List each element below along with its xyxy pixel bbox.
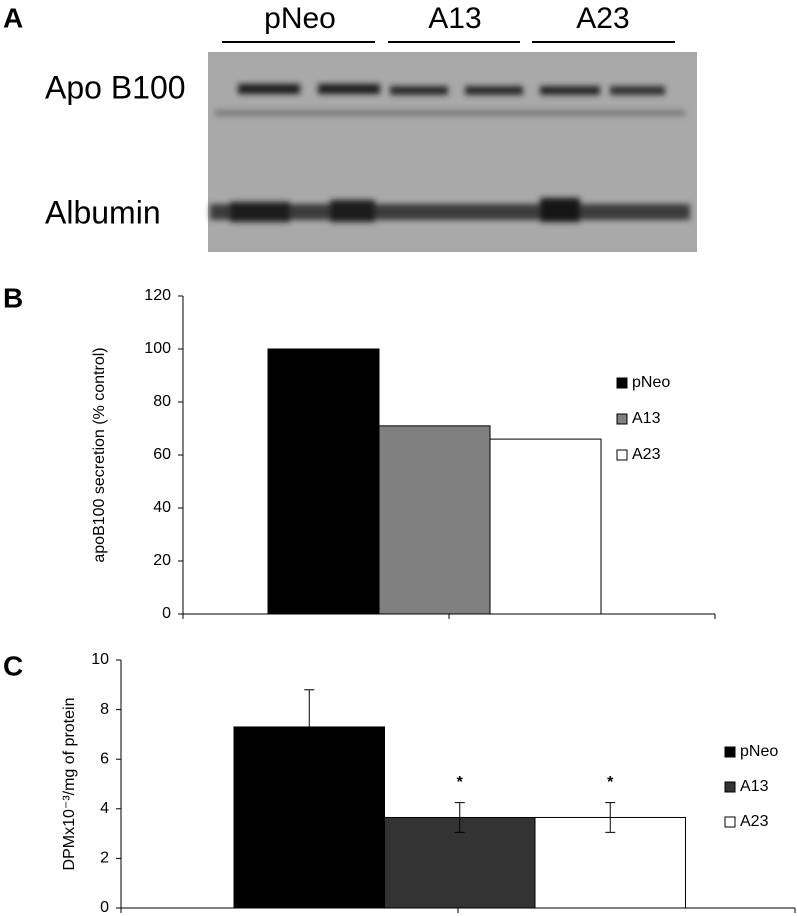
lane-label: A23 (576, 2, 629, 35)
lane-label: A13 (428, 2, 481, 35)
bar (378, 425, 491, 615)
y-tick-label: 2 (100, 850, 109, 867)
panel-label: B (3, 282, 23, 313)
panel-label: A (3, 2, 23, 33)
legend-label: A13 (740, 778, 769, 795)
legend-label: A23 (632, 446, 661, 463)
y-tick-label: 40 (153, 499, 171, 516)
row-label: Albumin (45, 194, 161, 230)
panel-label: C (3, 650, 23, 681)
y-tick-label: 0 (100, 899, 109, 916)
row-label: Apo B100 (45, 69, 186, 105)
legend-label: pNeo (740, 743, 778, 760)
y-tick-label: 4 (100, 800, 109, 817)
y-tick-label: 6 (100, 750, 109, 767)
bar (489, 438, 602, 615)
y-tick-label: 80 (153, 393, 171, 410)
legend-label: pNeo (632, 374, 670, 391)
bar (267, 348, 380, 615)
legend-swatch (724, 746, 736, 758)
y-tick-label: 20 (153, 552, 171, 569)
error-bar (304, 689, 315, 765)
y-tick-label: 10 (91, 651, 109, 668)
legend-swatch (724, 781, 736, 793)
y-tick-label: 0 (162, 605, 171, 622)
legend-swatch (724, 816, 736, 828)
y-tick-label: 60 (153, 446, 171, 463)
y-axis-label: apoB100 secretion (% control) (91, 347, 108, 562)
error-bar (454, 802, 465, 833)
y-tick-label: 100 (144, 340, 171, 357)
error-bar (605, 802, 616, 833)
significance: * (607, 774, 614, 791)
y-tick-label: 120 (144, 287, 171, 304)
lane-label: pNeo (264, 2, 336, 35)
legend-swatch (616, 449, 628, 461)
significance: * (457, 774, 464, 791)
legend-swatch (616, 377, 628, 389)
y-tick-label: 8 (100, 701, 109, 718)
legend-label: A13 (632, 410, 661, 427)
y-axis-label: DPMx10⁻³/mg of protein (61, 698, 78, 871)
blot-bands (210, 84, 690, 222)
legend-swatch (616, 413, 628, 425)
legend-label: A23 (740, 813, 769, 830)
